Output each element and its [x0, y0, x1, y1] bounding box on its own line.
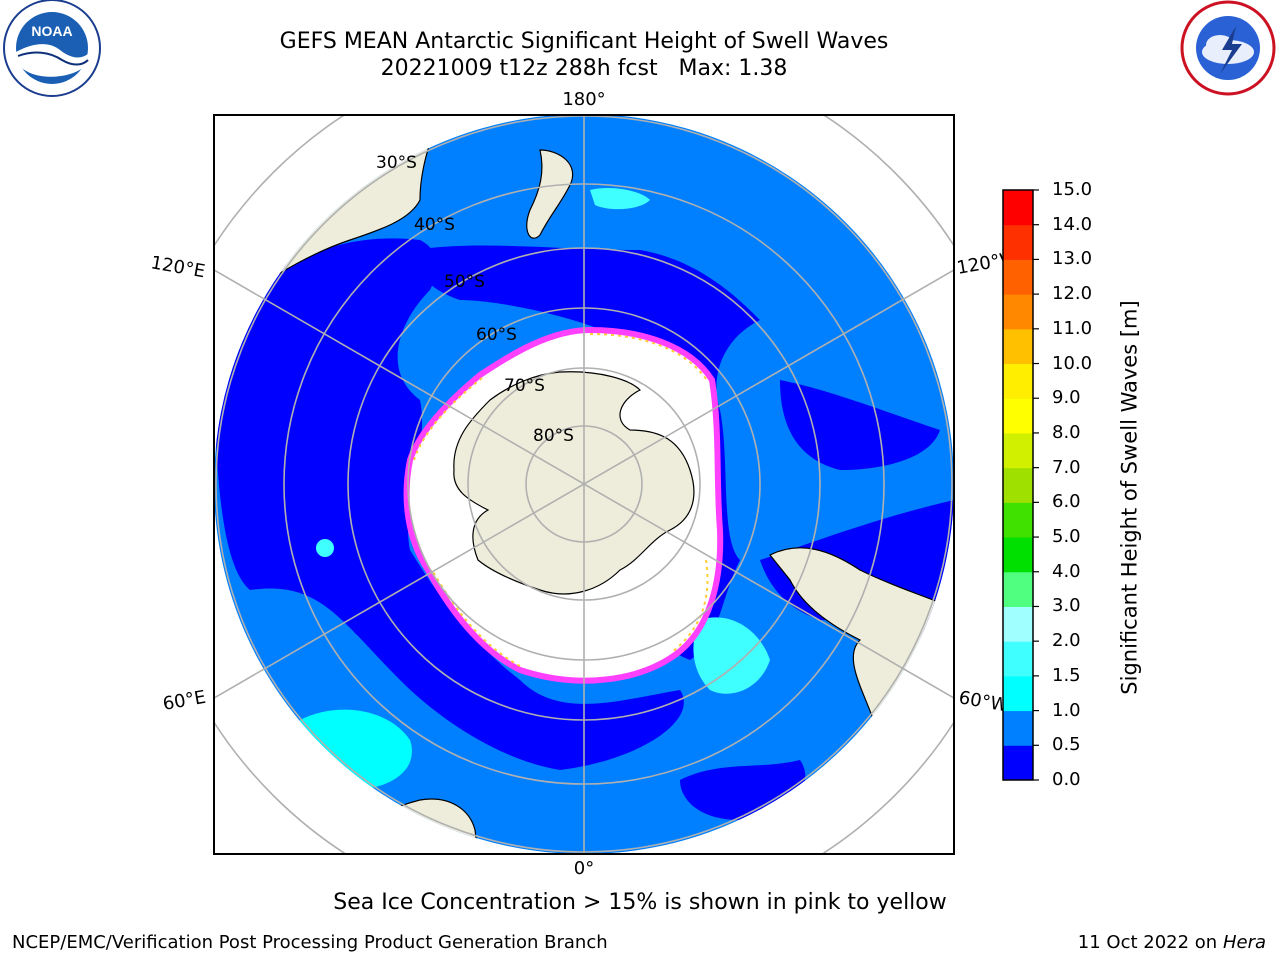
- new-zealand: [526, 149, 574, 239]
- lat-label-60s: 60°S: [476, 325, 517, 345]
- lat-label-50s: 50°S: [444, 272, 485, 292]
- colorbar-tick-label: 10.0: [1052, 352, 1093, 374]
- colorbar-segment: [1003, 294, 1033, 330]
- colorbar-segment: [1003, 571, 1033, 607]
- sea-ice-edge-yellow: [413, 333, 709, 667]
- colorbar-tick-label: 13.0: [1052, 248, 1093, 270]
- footer-date: 11 Oct 2022 on Hera: [1078, 932, 1266, 953]
- mid-swell-patch: [590, 188, 650, 210]
- colorbar-segment: [1003, 675, 1033, 712]
- mid-swell-patch: [693, 617, 770, 694]
- lon-label-120e: 120°E: [149, 252, 207, 282]
- chart-subtitle: 20221009 t12z 288h fcst Max: 1.38: [380, 56, 788, 81]
- colorbar-segment: [1003, 190, 1033, 226]
- colorbar-tick-label: 1.0: [1052, 699, 1081, 721]
- colorbar-tick-label: 2.0: [1052, 630, 1081, 652]
- low-swell-region: [214, 238, 684, 770]
- colorbar-segment: [1003, 745, 1033, 781]
- colorbar-segment: [1003, 537, 1033, 573]
- colorbar-tick-label: 0.0: [1052, 769, 1081, 790]
- colorbar-segment: [1003, 606, 1033, 642]
- colorbar-segment: [1003, 224, 1033, 260]
- colorbar-tick-label: 0.5: [1052, 734, 1081, 756]
- lat-label-70s: 70°S: [504, 376, 545, 396]
- colorbar-tick-label: 15.0: [1052, 179, 1093, 200]
- low-swell-region: [780, 380, 940, 470]
- footer-credit: NCEP/EMC/Verification Post Processing Pr…: [12, 932, 608, 953]
- footer-date-text: 11 Oct 2022 on: [1077, 932, 1223, 953]
- colorbar-tick-label: 14.0: [1052, 213, 1093, 235]
- map-frame: [213, 114, 955, 855]
- footer-host: Hera: [1222, 932, 1266, 953]
- colorbar-tick-label: 9.0: [1052, 387, 1081, 409]
- colorbar-tick-label: 3.0: [1052, 595, 1081, 617]
- chart-title: GEFS MEAN Antarctic Significant Height o…: [279, 29, 889, 54]
- lon-label-180: 180°: [562, 89, 605, 110]
- colorbar-tick-label: 5.0: [1052, 526, 1081, 548]
- colorbar-segment: [1003, 502, 1033, 538]
- graticule: [214, 115, 954, 854]
- lon-label-60w: 60°W: [957, 687, 1010, 716]
- colorbar-segment: [1003, 710, 1033, 746]
- colorbar-tick-label: 4.0: [1052, 560, 1081, 582]
- mid-swell-patch: [316, 539, 334, 557]
- noaa-logo: NOAA: [3, 0, 101, 97]
- colorbar-tick-label: 6.0: [1052, 491, 1081, 513]
- sea-ice-caption: Sea Ice Concentration > 15% is shown in …: [333, 890, 947, 915]
- meridian-60e-120w: [214, 269, 954, 699]
- colorbar-label: Significant Height of Swell Waves [m]: [1117, 300, 1142, 695]
- colorbar-segment: [1003, 432, 1033, 469]
- noaa-logo-text: NOAA: [31, 23, 72, 39]
- colorbar-tick-label: 8.0: [1052, 421, 1081, 443]
- colorbar-tick-label: 1.5: [1052, 664, 1081, 686]
- colorbar-segment: [1003, 641, 1033, 677]
- antarctica: [453, 371, 695, 595]
- colorbar-tick-label: 11.0: [1052, 317, 1093, 339]
- lon-label-60e: 60°E: [161, 687, 207, 715]
- colorbar-tick-label: 7.0: [1052, 456, 1081, 478]
- nws-logo: [1180, 0, 1276, 96]
- colorbar-segment: [1003, 398, 1033, 434]
- colorbar-tick-label: 12.0: [1052, 283, 1093, 305]
- colorbar-segment: [1003, 259, 1033, 295]
- lat-label-30s: 30°S: [376, 153, 417, 173]
- colorbar-segment: [1003, 328, 1033, 365]
- colorbar-segment: [1003, 363, 1033, 399]
- lat-label-80s: 80°S: [533, 426, 574, 446]
- lat-label-40s: 40°S: [414, 215, 455, 235]
- colorbar-frame: [1002, 189, 1034, 781]
- lon-label-0: 0°: [574, 858, 594, 879]
- colorbar: [1002, 189, 1039, 781]
- colorbar-segment: [1003, 467, 1033, 503]
